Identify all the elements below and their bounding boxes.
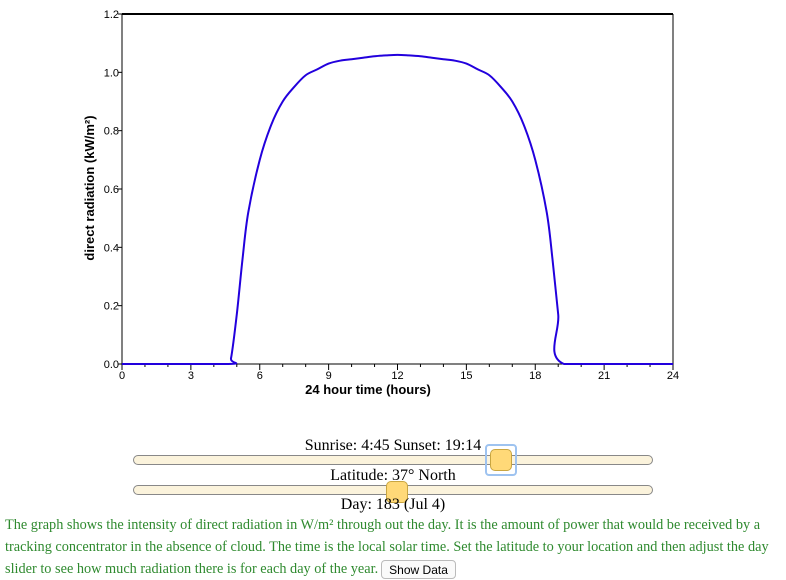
x-tick-label: 0: [119, 370, 125, 382]
x-tick-label: 9: [326, 370, 332, 382]
y-tick-label: 0.0: [104, 359, 119, 371]
y-tick-label: 1.2: [104, 9, 119, 21]
sunrise-sunset-readout: Sunrise: 4:45 Sunset: 19:14: [304, 437, 482, 454]
x-tick-label: 15: [460, 370, 472, 382]
latitude-slider[interactable]: [133, 444, 653, 476]
x-tick-label: 6: [257, 370, 263, 382]
y-tick-label: 0.2: [104, 301, 119, 313]
x-tick-label: 24: [667, 370, 679, 382]
day-readout: Day: 183 (Jul 4): [340, 496, 446, 513]
chart-description: The graph shows the intensity of direct …: [5, 514, 785, 580]
description-text: The graph shows the intensity of direct …: [5, 517, 769, 577]
latitude-readout: Latitude: 37° North: [330, 467, 456, 484]
day-slider-handle[interactable]: [386, 481, 408, 503]
x-axis-label: 24 hour time (hours): [305, 382, 431, 397]
x-tick-label: 18: [529, 370, 541, 382]
y-tick-label: 1.0: [104, 67, 119, 79]
x-tick-label: 3: [188, 370, 194, 382]
y-tick-label: 0.4: [104, 242, 119, 254]
x-tick-label: 12: [391, 370, 403, 382]
chart-ticks: 0.0 0.2 0.4 0.6 0.8 1.0 1.2 0 3 6 9 12 15 18 21 24: [104, 9, 679, 382]
latitude-slider-handle[interactable]: [490, 449, 512, 471]
x-tick-label: 21: [598, 370, 610, 382]
y-tick-label: 0.8: [104, 126, 119, 138]
chart-axes: [121, 13, 674, 365]
show-data-button[interactable]: Show Data: [381, 560, 456, 580]
radiation-chart: 0.0 0.2 0.4 0.6 0.8 1.0 1.2 0 3 6 9 12 15 18 21 24 24 h…: [82, 9, 679, 397]
day-slider[interactable]: [133, 481, 653, 503]
y-axis-label: direct radiation (kW/m²): [82, 115, 97, 260]
y-tick-label: 0.6: [104, 184, 119, 196]
radiation-curve: [122, 53, 674, 366]
latitude-focus-ring: [485, 444, 517, 476]
